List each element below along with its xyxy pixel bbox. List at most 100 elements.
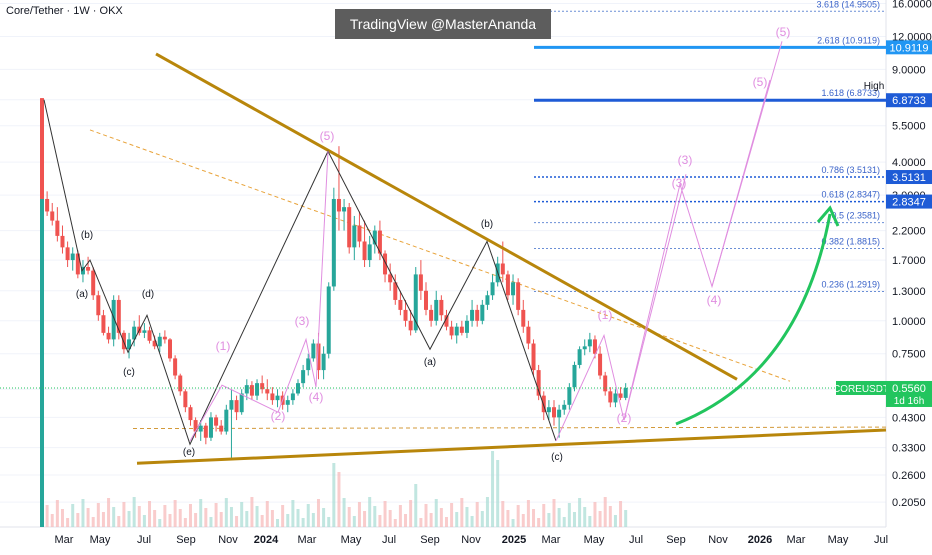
volume-bar [81, 499, 85, 527]
x-tick-label: Sep [420, 534, 440, 546]
candle-body [521, 309, 526, 327]
fib-label: 3.618 (14.9505) [816, 0, 880, 9]
volume-bar [209, 517, 213, 527]
candle-body [234, 400, 239, 413]
volume-bar [603, 497, 607, 527]
volume-bar [368, 497, 372, 527]
volume-bar [183, 518, 187, 527]
volume-bar [485, 497, 489, 527]
volume-bar [562, 517, 566, 527]
wave-label-pink: (1) [598, 308, 613, 322]
volume-bar [260, 515, 264, 527]
volume-bar [127, 511, 131, 527]
volume-bar [71, 504, 75, 527]
candle-body [219, 425, 224, 432]
price-tag: 2.8347 [892, 197, 926, 209]
candle-body [480, 304, 485, 321]
candle-body [393, 282, 398, 300]
x-tick-label: May [828, 534, 849, 546]
volume-bar [153, 510, 157, 527]
candle-body [598, 353, 603, 376]
support-dashed-line [132, 426, 887, 430]
price-tag-bg [886, 93, 932, 108]
bullish-arrowhead [816, 205, 840, 227]
y-tick-label: 1.3000 [892, 286, 926, 298]
wave-label-pink: (4) [309, 390, 324, 404]
volume-bar [388, 510, 392, 527]
y-tick-label: 9.0000 [892, 64, 926, 76]
wave-label-pink: (3) [678, 153, 693, 167]
volume-bar [137, 506, 141, 527]
volume-bar [296, 509, 300, 527]
candle-body [342, 207, 347, 212]
volume-bar [624, 510, 628, 527]
volume-bar [276, 519, 280, 527]
fib-label: 0.236 (1.2919) [821, 279, 880, 289]
candle-body [511, 282, 516, 296]
symbol-tag: COREUSDT [833, 384, 889, 395]
volume-bar [163, 505, 167, 527]
candle-body [357, 225, 362, 242]
volume-bar [398, 505, 402, 527]
volume-bar [194, 513, 198, 527]
volume-bar [491, 451, 495, 527]
x-tick-label: Mar [787, 534, 806, 546]
candle-body [127, 339, 132, 350]
candle-body [459, 326, 464, 333]
candle-body [336, 198, 341, 212]
x-tick-label: Nov [218, 534, 238, 546]
wave-label-pink: (2) [271, 409, 286, 423]
wave-label-black: (a) [424, 357, 436, 368]
volume-bar [583, 507, 587, 527]
candle-body [239, 393, 244, 413]
fib-label: 0.786 (3.5131) [821, 165, 880, 175]
candle-body [96, 295, 101, 316]
candle-body [178, 375, 183, 392]
candle-body [106, 332, 111, 340]
candle-body [301, 370, 306, 384]
volume-bar [199, 499, 203, 527]
volume-bar [357, 502, 361, 527]
candle-body [454, 326, 459, 336]
volume-bar [301, 518, 305, 527]
candle-body [208, 417, 213, 438]
volume-bar [45, 505, 49, 527]
candle-body [224, 409, 229, 432]
volume-bar [240, 502, 244, 527]
volume-bar [578, 498, 582, 527]
x-tick-label: Nov [461, 534, 481, 546]
candle-body [582, 346, 587, 350]
candles [40, 98, 628, 459]
candle-body [500, 263, 505, 275]
volume-bar [409, 500, 413, 527]
volume-bar [516, 505, 520, 527]
y-tick-label: 16.0000 [892, 0, 932, 11]
volume-bar [419, 518, 423, 527]
volume-bar [521, 514, 525, 527]
candle-body [403, 309, 408, 321]
x-tick-label: Nov [708, 534, 728, 546]
fib-levels: 3.618 (14.9505) 2.618 (10.9119) 1.618 (6.8… [534, 0, 886, 292]
candle-body [377, 230, 382, 254]
price-tag-bg [886, 194, 932, 209]
x-tick-label: May [584, 534, 605, 546]
candle-body [275, 395, 280, 401]
wave-projection-pink [711, 79, 771, 287]
candle-body [352, 225, 357, 248]
y-tick-label: 0.3300 [892, 443, 926, 455]
wave-label-black: (e) [183, 447, 195, 458]
candle-body [265, 389, 270, 394]
candle-body [418, 274, 423, 291]
candle-body [367, 244, 372, 261]
candle-body [111, 299, 116, 340]
descending-trendline [155, 52, 738, 381]
candle-body [408, 320, 413, 331]
listing-candle [40, 198, 44, 527]
candle-body [557, 409, 562, 418]
y-tick-label: 1.0000 [892, 316, 926, 328]
candle-body [592, 339, 597, 354]
candle-body [577, 349, 582, 365]
volume-bar [439, 508, 443, 527]
